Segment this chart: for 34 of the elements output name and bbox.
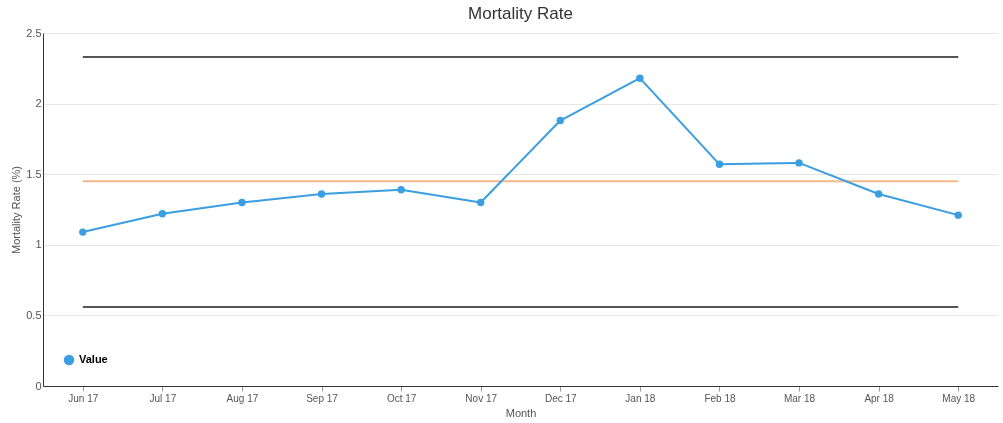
- x-tick-label: Mar 18: [783, 392, 816, 404]
- point: [317, 190, 326, 198]
- point: [79, 228, 87, 236]
- x-tick-label: Aug 17: [226, 392, 259, 404]
- x-tick-label: Oct 17: [386, 392, 417, 404]
- point: [158, 210, 167, 218]
- point: [477, 198, 485, 207]
- chart-title: Mortality Rate: [468, 4, 573, 23]
- x-tick-label: Jun 17: [68, 392, 99, 404]
- y-axis-title: Mortality Rate (%): [10, 165, 23, 255]
- point: [397, 186, 405, 194]
- point: [238, 198, 246, 207]
- point: [715, 160, 724, 169]
- point: [874, 190, 883, 198]
- y-tick-label: 2: [35, 97, 42, 110]
- x-axis-title: Month: [505, 406, 537, 419]
- x-tick-label: Apr 18: [864, 392, 895, 404]
- legend-label: Value: [79, 353, 108, 365]
- x-tick-label: Sep 17: [306, 392, 339, 404]
- point: [636, 74, 644, 82]
- x-tick-label: Jul 17: [149, 392, 177, 404]
- point: [795, 159, 803, 167]
- x-tick-label: Nov 17: [465, 392, 498, 404]
- x-tick-label: Feb 18: [704, 392, 736, 404]
- y-tick-label: 1: [35, 238, 42, 251]
- point: [556, 116, 564, 125]
- x-tick-label: Dec 17: [544, 392, 578, 404]
- x-tick-label: May 18: [942, 392, 976, 404]
- y-tick-label: 1.5: [26, 167, 42, 180]
- x-tick-label: Jan 18: [625, 392, 656, 404]
- y-tick-label: 2.5: [26, 26, 42, 39]
- y-tick-label: 0.5: [26, 308, 42, 321]
- point: [954, 211, 962, 219]
- y-tick-label: 0: [35, 379, 42, 392]
